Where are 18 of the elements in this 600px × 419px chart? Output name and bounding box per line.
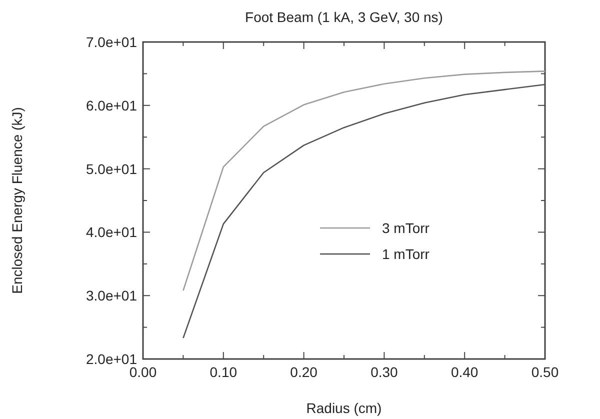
x-tick-label: 0.00 bbox=[129, 364, 157, 380]
y-tick-label: 5.0e+01 bbox=[86, 160, 138, 177]
x-tick-label: 0.30 bbox=[370, 364, 398, 380]
y-tick-label: 6.0e+01 bbox=[86, 97, 138, 114]
x-tick-label: 0.50 bbox=[531, 364, 559, 380]
legend-label: 3 mTorr bbox=[382, 220, 430, 236]
legend-label: 1 mTorr bbox=[382, 246, 430, 262]
y-tick-label: 3.0e+01 bbox=[86, 288, 138, 304]
x-tick-label: 0.40 bbox=[450, 364, 478, 380]
x-tick-label: 0.20 bbox=[290, 364, 318, 380]
line-series bbox=[182, 70, 546, 292]
y-tick-label: 7.0e+01 bbox=[86, 34, 138, 50]
y-tick-label: 4.0e+01 bbox=[86, 224, 138, 240]
y-tick-label: 2.0e+01 bbox=[86, 351, 138, 367]
chart-title: Foot Beam (1 kA, 3 GeV, 30 ns) bbox=[245, 9, 443, 25]
x-axis-title: Radius (cm) bbox=[306, 400, 382, 416]
x-tick-label: 0.10 bbox=[210, 364, 238, 380]
y-axis-title: Enclosed Energy Fluence (kJ) bbox=[9, 107, 25, 294]
